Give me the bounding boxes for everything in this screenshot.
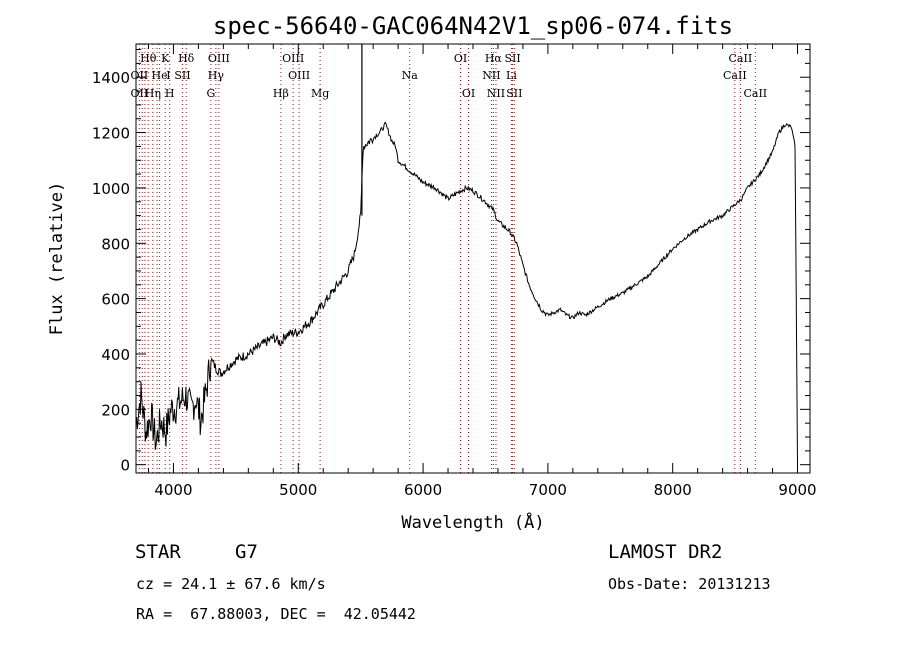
coordinates: RA = 67.88003, DEC = 42.05442 — [136, 605, 416, 623]
spectral-line-label: OII — [131, 87, 149, 100]
spectral-line-label: OI — [454, 52, 467, 65]
x-tick-label: 5000 — [279, 481, 317, 499]
survey-label: LAMOST DR2 — [608, 541, 723, 563]
spectral-line-label: CaII — [729, 52, 753, 65]
object-class: STAR — [135, 541, 181, 563]
spectral-line-label: SII — [504, 52, 520, 65]
x-tick-label: 9000 — [778, 481, 816, 499]
y-tick-label: 1200 — [92, 125, 130, 143]
y-tick-label: 0 — [120, 457, 130, 475]
spectral-line-label: Hδ — [178, 52, 195, 65]
spectral-line-label: I — [166, 69, 170, 82]
object-subclass: G7 — [235, 541, 258, 563]
spectral-line-label: Hβ — [273, 87, 289, 100]
spectral-line-label: He — [152, 69, 168, 82]
redshift-readout: cz = 24.1 ± 67.6 km/s — [136, 575, 326, 593]
spectral-line-label: OI — [462, 87, 475, 100]
x-tick-label: 6000 — [404, 481, 442, 499]
spectral-line-label: Hη — [145, 87, 161, 100]
spectral-line-label: OII — [131, 69, 149, 82]
spectral-line-label: Hθ — [140, 52, 157, 65]
chart-title: spec-56640-GAC064N42V1_sp06-074.fits — [213, 12, 733, 40]
spectral-line-label: H — [165, 87, 175, 100]
y-tick-label: 1400 — [92, 69, 130, 87]
spectral-line-label: Hα — [485, 52, 503, 65]
y-axis-label: Flux (relative) — [47, 182, 67, 336]
x-tick-label: 4000 — [154, 481, 192, 499]
x-tick-label: 7000 — [529, 481, 567, 499]
spectral-line-label: OIII — [282, 52, 304, 65]
spectral-line-label: OIII — [288, 69, 310, 82]
x-axis-label: Wavelength (Å) — [401, 511, 544, 533]
spectral-line-label: CaII — [723, 69, 747, 82]
spectral-line-label: Mg — [311, 87, 329, 100]
spectral-line-label: NII — [482, 69, 500, 82]
spectral-line-label: G — [206, 87, 215, 100]
obs-date: Obs-Date: 20131213 — [608, 575, 771, 593]
spectral-line-label: Hγ — [208, 69, 225, 82]
y-tick-label: 400 — [101, 346, 130, 364]
y-tick-label: 600 — [101, 291, 130, 309]
spectral-line-label: CaII — [743, 87, 767, 100]
spectral-line-label: Na — [402, 69, 419, 82]
spectral-line-label: Li — [506, 69, 517, 82]
spectral-line-label: SII — [174, 69, 190, 82]
spectral-line-label: NII — [487, 87, 505, 100]
y-tick-label: 800 — [101, 235, 130, 253]
spectral-line-label: SII — [506, 87, 522, 100]
y-tick-label: 200 — [101, 401, 130, 419]
y-tick-label: 1000 — [92, 180, 130, 198]
spectral-line-label: OIII — [208, 52, 230, 65]
spectrum-series-line — [135, 121, 798, 465]
plot-frame — [135, 43, 811, 474]
spectral-line-label: K — [161, 52, 170, 65]
x-tick-label: 8000 — [654, 481, 692, 499]
